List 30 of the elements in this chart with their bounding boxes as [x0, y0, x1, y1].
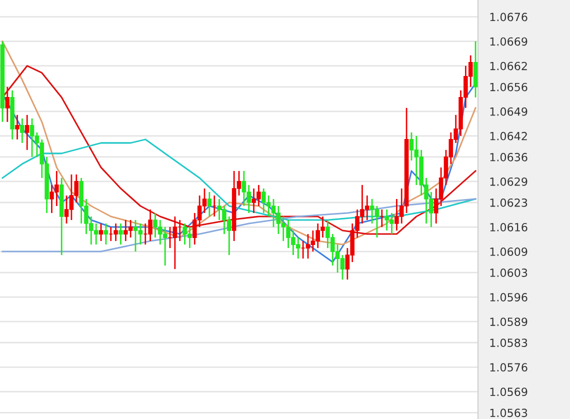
- y-tick-label: 1.0642: [490, 132, 527, 140]
- y-tick-label: 1.0629: [490, 177, 528, 186]
- y-tick-label: 1.0563: [490, 408, 528, 418]
- candlestick: [118, 222, 123, 246]
- y-tick-label: 1.0669: [490, 37, 528, 46]
- line-series: [2, 65, 476, 235]
- y-tick-label: 1.0616: [490, 222, 528, 232]
- y-tick-label: 1.0609: [490, 248, 528, 256]
- candlestick: [20, 118, 24, 144]
- y-tick-label: 1.0649: [490, 107, 528, 116]
- y-tick-label: 1.0636: [490, 152, 528, 162]
- y-tick-label: 1.0656: [490, 82, 528, 92]
- line-series: [2, 198, 476, 252]
- y-tick-label: 1.0583: [490, 338, 528, 348]
- y-tick-label: 1.0589: [490, 318, 528, 326]
- line-series: [2, 40, 476, 246]
- candlestick: [5, 86, 10, 123]
- candlestick: [24, 114, 30, 151]
- candlestick: [207, 191, 212, 218]
- candlestick: [15, 114, 20, 140]
- candlestick: [98, 222, 104, 242]
- y-tick-label: 1.0569: [490, 388, 528, 396]
- y-tick-label: 1.0662: [490, 62, 527, 70]
- y-tick-label: 1.0676: [490, 12, 528, 22]
- candlestick: [104, 222, 108, 246]
- candlestick: [172, 216, 178, 270]
- y-tick-label: 1.0603: [490, 268, 528, 277]
- y-tick-label: 1.0596: [490, 293, 528, 302]
- y-tick-label: 1.0576: [490, 363, 528, 372]
- y-tick-label: 1.0623: [490, 198, 528, 207]
